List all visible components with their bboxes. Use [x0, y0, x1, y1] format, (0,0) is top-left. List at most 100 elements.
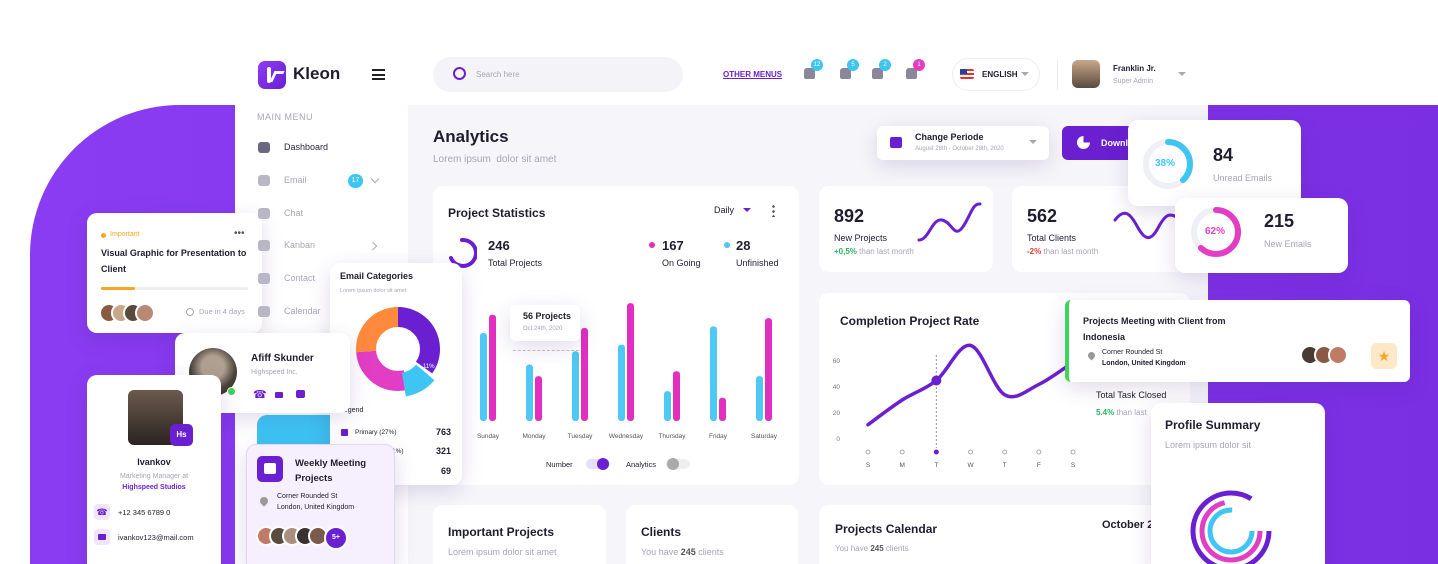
task-closed-change: 5.4% than last — [1096, 408, 1147, 417]
card-title: Project Statistics — [448, 206, 546, 220]
x-tick-dot — [1002, 449, 1008, 455]
chat-button[interactable] — [296, 390, 305, 398]
user-name: Franklin Jr. — [1113, 64, 1156, 73]
profile-card: Hs Ivankov Marketing Manager at Highspee… — [87, 375, 221, 564]
dot — [649, 242, 655, 248]
pie-icon — [1077, 136, 1090, 149]
notification-badge: 5 — [847, 59, 859, 71]
toggle-label: Analytics — [626, 460, 657, 469]
legend-value: 321 — [435, 446, 451, 456]
card-subtitle: Lorem ipsum dolor sit amet — [340, 288, 407, 294]
ring — [1199, 499, 1263, 563]
phone-icon: ☎ — [94, 504, 110, 520]
card-title: Email Categories — [340, 271, 414, 281]
card-title: Completion Project Rate — [840, 314, 980, 328]
menu-icon — [258, 208, 270, 219]
y-tick-label: 60 — [833, 358, 841, 365]
user-avatar — [1072, 60, 1100, 88]
language: ENGLISH — [982, 70, 1018, 79]
other-menus[interactable]: OTHER MENUS — [723, 70, 783, 79]
menu-item[interactable]: Dashboard — [284, 142, 329, 152]
tooltip-value: 56 Projects — [523, 311, 572, 321]
divider — [1057, 60, 1058, 90]
line-chart: 0 20 40 60 S M T W T F S — [833, 343, 1076, 469]
logo-mark — [267, 67, 271, 83]
y-tick-label: 0 — [836, 436, 840, 443]
x-tick-label: W — [967, 462, 974, 469]
logo — [258, 61, 286, 89]
bar — [526, 364, 533, 421]
avatar — [135, 303, 155, 323]
toggle-knob — [667, 458, 679, 470]
call-button[interactable]: ☎ — [253, 389, 267, 401]
bar — [572, 351, 579, 421]
clients-card: Clients You have 245 clients — [626, 505, 798, 564]
menu-icon — [258, 175, 270, 186]
legend-swatch — [341, 429, 348, 436]
x-tick-label: M — [899, 462, 904, 469]
user-role: Super Admin — [1113, 78, 1154, 85]
period-picker[interactable] — [877, 126, 1049, 160]
bar — [480, 333, 487, 421]
menu-toggle[interactable] — [372, 69, 385, 80]
note: than last month — [1043, 247, 1099, 256]
tag: Important — [110, 231, 140, 238]
tooltip-date: Oct 24th, 2020 — [523, 326, 563, 332]
count: 245 — [680, 547, 696, 557]
menu-icon — [258, 240, 270, 251]
legend-label: 1%) — [392, 448, 404, 455]
legend-title: Legend — [340, 407, 364, 414]
menu-item[interactable]: Kanban — [284, 240, 316, 250]
language-select[interactable] — [952, 58, 1040, 91]
tooltip-guide — [513, 350, 579, 351]
menu-item[interactable]: Calendar — [284, 306, 321, 316]
stat-label: New Projects — [834, 233, 888, 243]
meeting-title: Projects Meeting with Client from Indone… — [1083, 316, 1226, 342]
text: You have — [641, 547, 679, 557]
filter-select[interactable]: Daily — [714, 205, 735, 215]
total-value: 246 — [488, 238, 510, 253]
ring — [1207, 507, 1255, 555]
notification-icon — [906, 68, 917, 79]
status-dot — [227, 387, 236, 396]
card-subtitle: Lorem ipsum dolor sit — [1165, 440, 1252, 450]
menu-item[interactable]: Contact — [284, 273, 316, 283]
tooltip — [510, 305, 580, 341]
stat-card: 892 New Projects +0,5% than last month — [819, 186, 993, 272]
x-tick-label: Tuesday — [568, 433, 593, 440]
mail-glyph — [98, 534, 106, 540]
favorite-button[interactable]: ★ — [1371, 343, 1397, 369]
total-label: Total Projects — [488, 258, 543, 268]
search-box[interactable] — [433, 57, 683, 92]
ring — [1190, 490, 1272, 564]
highlight-point — [931, 375, 942, 386]
notification-icon — [804, 68, 815, 79]
more-menu[interactable]: ••• — [234, 228, 245, 239]
caret — [1029, 140, 1037, 148]
menu-item[interactable]: Email — [284, 175, 307, 185]
period-title: Change Periode — [915, 132, 984, 142]
company-badge: Hs — [170, 424, 193, 446]
download-label: Downl — [1101, 138, 1128, 148]
menu-icon — [258, 142, 270, 153]
menu-item[interactable]: Chat — [284, 208, 304, 218]
x-tick-label: Monday — [522, 433, 546, 440]
address-line: Corner Rounded St — [277, 493, 338, 500]
notification-badge: 12 — [811, 59, 823, 71]
progress-track — [101, 287, 248, 290]
bar-chart: Sunday Monday Tuesday Wednesday Thursday Frid… — [477, 303, 778, 440]
bar — [756, 376, 763, 421]
caret — [1178, 72, 1186, 80]
video-button[interactable] — [275, 392, 283, 398]
search-icon — [453, 67, 466, 80]
x-tick-dot — [1070, 449, 1076, 455]
address-line: London, United Kingdom — [277, 504, 355, 511]
x-tick-dot — [1036, 449, 1042, 455]
more-menu[interactable] — [772, 204, 775, 217]
avatar — [1328, 345, 1348, 365]
email-stat-card: 62% 215 New Emails — [1175, 198, 1348, 273]
stat-value: 892 — [834, 206, 865, 226]
search-placeholder: Search here — [476, 70, 520, 79]
card-title: Projects Calendar — [835, 522, 938, 536]
